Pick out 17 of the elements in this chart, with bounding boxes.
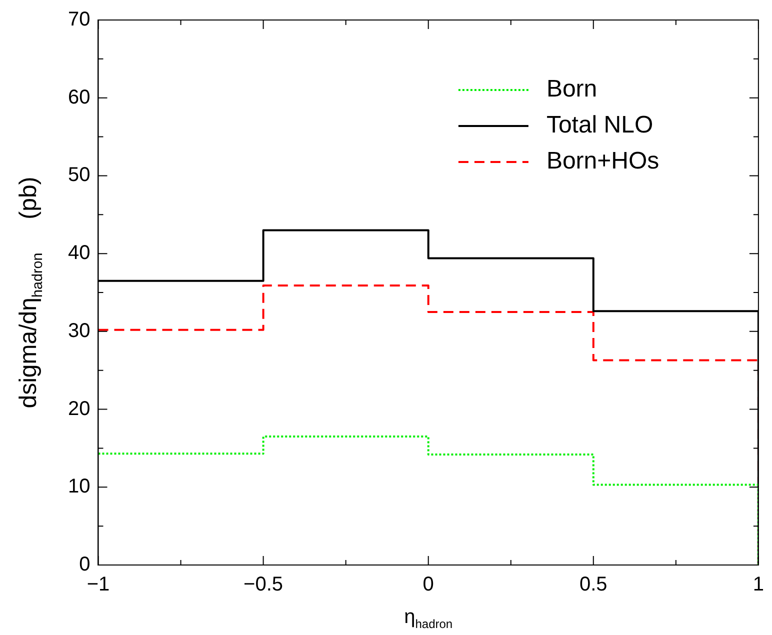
x-tick-label: 0.5 xyxy=(579,574,608,596)
y-tick-label: 30 xyxy=(68,320,90,342)
y-tick-label: 50 xyxy=(68,164,90,186)
x-tick-label: −1 xyxy=(86,574,110,596)
text: dsigma/dηhadron (pb) xyxy=(15,176,46,408)
legend-label: Born+HOs xyxy=(546,148,660,175)
y-tick-label: 60 xyxy=(68,86,90,108)
y-tick-label: 70 xyxy=(68,8,90,31)
x-tick-label: −0.5 xyxy=(244,574,284,596)
y-tick-label: 40 xyxy=(68,242,90,264)
x-tick-label: 1 xyxy=(752,574,764,596)
x-tick-label: 0 xyxy=(422,574,434,596)
y-tick-label: 0 xyxy=(79,554,90,576)
legend-label: Born xyxy=(546,76,598,103)
y-tick-label: 20 xyxy=(68,398,90,420)
y-tick-label: 10 xyxy=(68,476,90,498)
legend-label: Total NLO xyxy=(546,112,654,139)
